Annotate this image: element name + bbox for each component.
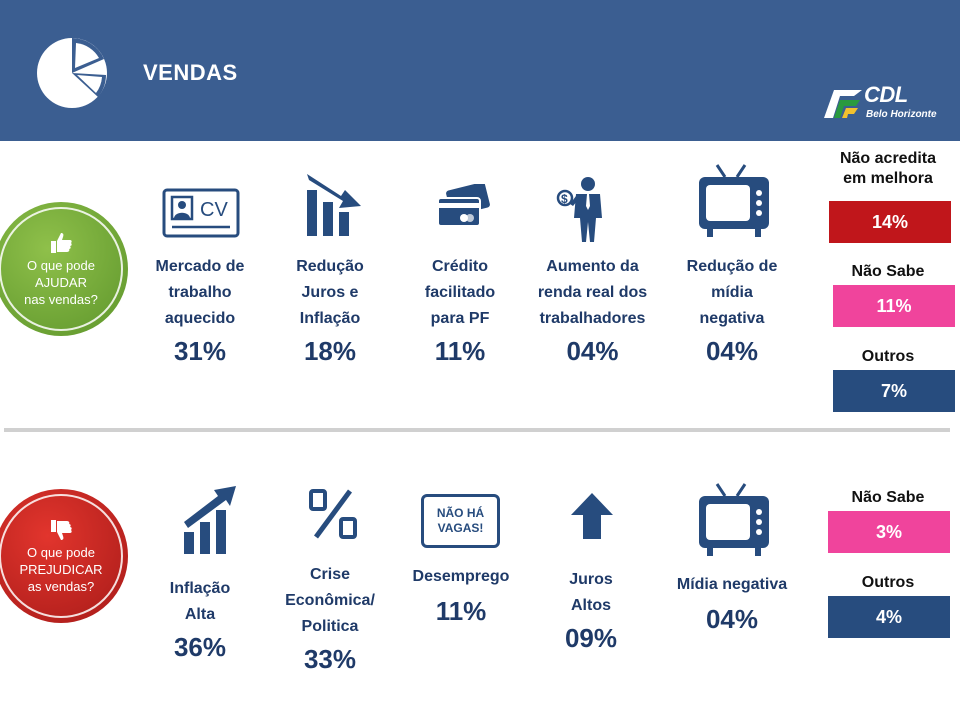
hurt-item-label: Crise Econômica/ Politica — [285, 566, 375, 635]
header-bar: VENDAS CDL Belo Horizonte — [0, 0, 960, 141]
help-item-label: Mercado de trabalho aquecido — [155, 258, 245, 327]
pie-chart-icon — [37, 38, 107, 108]
percent-icon — [309, 489, 357, 539]
help-circle-line-1: O que pode — [27, 257, 95, 273]
hurt-circle-line-2: PREJUDICAR — [19, 561, 103, 577]
help-item-label: Redução Juros e Inflação — [296, 258, 364, 327]
value-box-nao-sabe: 3% — [828, 511, 950, 553]
side-label-outros: Outros — [861, 574, 915, 591]
logo-text: CDL — [864, 82, 908, 107]
side-label-nao-acredita: Não acredita em melhora — [839, 150, 937, 187]
tv-icon — [699, 164, 769, 237]
cdl-logo: CDL Belo Horizonte — [820, 82, 945, 124]
hurt-circle-line-1: O que pode — [27, 544, 95, 560]
help-circle: O que pode AJUDAR nas vendas? — [0, 202, 128, 336]
help-circle-line-2: AJUDAR — [34, 274, 87, 290]
help-item-label: Crédito facilitado para PF — [424, 258, 496, 327]
value-box-outros: 7% — [833, 370, 955, 412]
hurt-circle-line-3: as vendas? — [27, 578, 95, 594]
hurt-item-value: 11% — [435, 596, 487, 626]
help-item-label: Aumento da renda real dos trabalhadores — [537, 258, 648, 327]
svg-text:CV: CV — [200, 199, 228, 221]
tv-icon — [699, 483, 769, 556]
hurt-item-label: Mídia negativa — [676, 576, 788, 593]
hurt-item-value: 04% — [705, 604, 759, 634]
value-box-nao-acredita: 14% — [829, 201, 951, 243]
side-label-nao-sabe: Não Sabe — [851, 489, 925, 506]
cdl-logo-mark-icon — [824, 90, 862, 118]
help-item-value: 04% — [705, 336, 759, 366]
hurt-item-label: Inflação Alta — [169, 580, 231, 623]
value-box-nao-sabe: 11% — [833, 285, 955, 327]
help-item-value: 04% — [566, 336, 619, 366]
help-item-value: 31% — [173, 336, 227, 366]
help-item-label: Redução de mídia negativa — [686, 258, 778, 327]
hurt-circle: O que pode PREJUDICAR as vendas? — [0, 489, 128, 623]
svg-text:$: $ — [561, 192, 568, 206]
help-item-value: 18% — [303, 336, 357, 366]
up-arrow-icon — [571, 493, 613, 539]
side-label-outros: Outros — [861, 348, 915, 365]
logo-subtext: Belo Horizonte — [866, 109, 937, 120]
hurt-item-value: 33% — [303, 644, 357, 674]
hurt-item-label: Desemprego — [412, 568, 510, 585]
falling-bars-icon — [307, 174, 361, 236]
side-label-nao-sabe: Não Sabe — [851, 263, 925, 280]
help-item-value: 11% — [434, 336, 486, 366]
no-vacancies-sign-icon: NÃO HÁ VAGAS! — [421, 494, 500, 548]
help-circle-line-3: nas vendas? — [24, 291, 98, 307]
hurt-item-label: Juros Altos — [569, 571, 613, 614]
rising-bars-icon — [184, 486, 236, 554]
hurt-item-value: 09% — [564, 623, 618, 653]
cv-card-icon: CV — [162, 188, 240, 238]
credit-card-icon — [437, 184, 490, 227]
thumbs-down-icon — [51, 519, 72, 540]
thumbs-up-icon — [51, 232, 72, 253]
worker-money-icon: $ — [556, 177, 602, 242]
hurt-item-value: 36% — [173, 632, 227, 662]
section-divider — [4, 428, 950, 432]
value-box-outros: 4% — [828, 596, 950, 638]
page-title: VENDAS — [143, 60, 238, 85]
